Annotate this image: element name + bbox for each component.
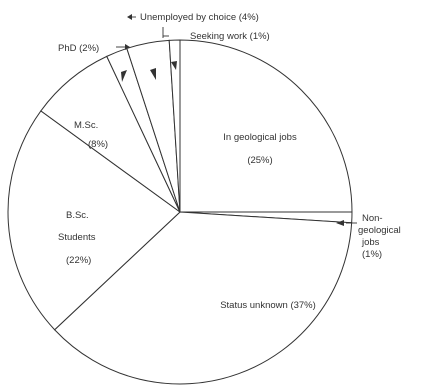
unemployed-arrowhead-mark xyxy=(150,68,156,80)
label-status-unknown: Status unknown (37%) xyxy=(220,300,316,311)
slice-b-sc-students xyxy=(7,110,181,331)
slice-labels: Unemployed by choice (4%) Seeking work (… xyxy=(58,12,401,311)
label-phd: PhD (2%) xyxy=(58,43,99,54)
label-unemployed-by-choice: Unemployed by choice (4%) xyxy=(140,12,259,23)
label-nongeo-line1: Non- xyxy=(362,213,383,224)
pie-slices xyxy=(7,39,353,385)
seeking-arrowhead-mark xyxy=(171,61,177,70)
label-msc-line2: (8%) xyxy=(88,139,108,150)
label-bsc-line1: B.Sc. xyxy=(66,210,89,221)
label-bsc-line3: (22%) xyxy=(66,255,91,266)
unemployed-leader-arrow xyxy=(127,14,132,20)
label-nongeo-line2: geological xyxy=(358,225,401,236)
slice-seeking-work xyxy=(168,39,181,213)
label-geo-jobs-line2: (25%) xyxy=(247,155,272,166)
leader-lines xyxy=(116,14,357,224)
phd-arrowhead-mark xyxy=(121,70,127,82)
phd-leader-arrow xyxy=(125,44,130,50)
label-seeking-work: Seeking work (1%) xyxy=(190,31,270,42)
wedge-marks xyxy=(121,61,344,226)
slice-in-geological-jobs xyxy=(179,39,353,213)
label-nongeo-line4: (1%) xyxy=(362,249,382,260)
label-msc-line1: M.Sc. xyxy=(74,120,98,131)
slice-status-unknown xyxy=(53,211,353,385)
label-bsc-line2: Students xyxy=(58,232,96,243)
label-geo-jobs-line1: In geological jobs xyxy=(223,132,297,143)
label-nongeo-line3: jobs xyxy=(361,237,380,248)
nongeo-arrowhead-mark xyxy=(336,220,344,226)
